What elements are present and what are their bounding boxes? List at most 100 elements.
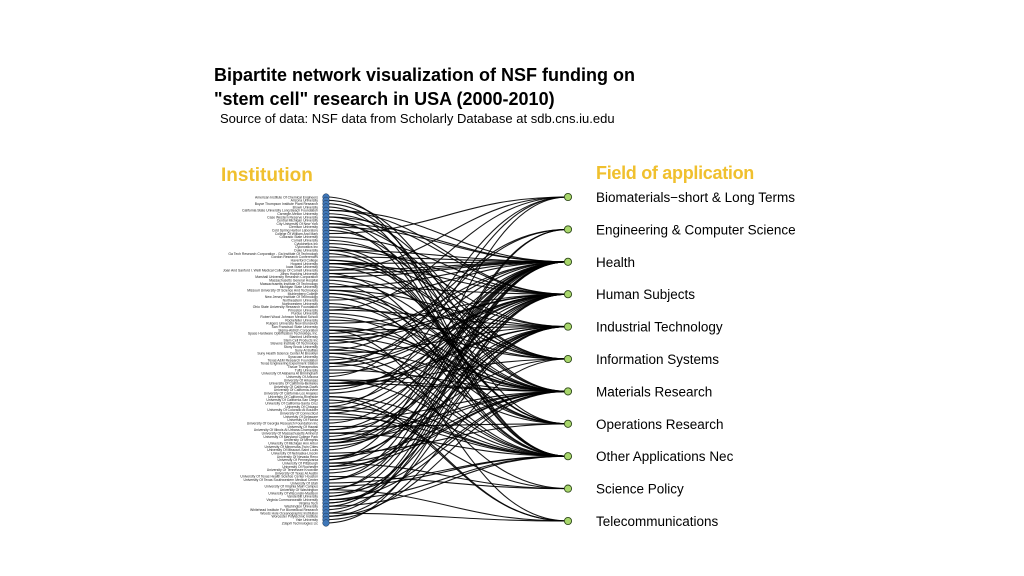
- field-label: Other Applications Nec: [596, 449, 734, 464]
- edge: [325, 223, 569, 360]
- institution-label: Duke University: [294, 249, 318, 253]
- institution-label: Robert Wood Johnson Medical School: [260, 315, 318, 319]
- institution-label: Suny At Buffalo: [295, 348, 318, 352]
- edge: [325, 196, 569, 311]
- institution-node: [322, 519, 330, 527]
- edge: [325, 196, 569, 408]
- institution-label: University Of Minnesota-Twin Cities: [264, 445, 318, 449]
- edge: [325, 228, 569, 491]
- field-node: [563, 452, 573, 461]
- institution-label: University Of Texas At Austin: [275, 471, 318, 475]
- institution-label: Howard University: [290, 262, 318, 266]
- title-line-2: "stem cell" research in USA (2000-2010): [214, 89, 555, 109]
- edge: [325, 196, 569, 378]
- chart-title: Bipartite network visualization of NSF f…: [214, 63, 734, 111]
- institution-label: Stevens Institute Of Technology: [270, 342, 318, 346]
- institution-label: New Jersey Institute Of Technology: [265, 295, 318, 299]
- field-label: Information Systems: [596, 352, 719, 367]
- institution-label: Rockefeller University: [285, 318, 318, 322]
- edge: [325, 455, 569, 507]
- institution-label: Vanderbilt University: [287, 495, 318, 499]
- edge: [325, 390, 569, 517]
- institution-label: Whitehead Institute For Biomedical Resea…: [250, 508, 318, 512]
- institution-label: Boyce Thompson Institute Plant Research: [255, 202, 318, 206]
- edge: [325, 293, 569, 394]
- edge: [325, 390, 569, 421]
- field-column-header: Field of application: [596, 163, 755, 183]
- institution-label: Central Michigan University: [277, 219, 319, 223]
- institution-label: University Of California-Los Angeles: [264, 392, 319, 396]
- institution-label: University Of California-Irvine: [274, 388, 318, 392]
- edge: [325, 293, 569, 341]
- institution-label: University Of Michigan Ann Arbor: [268, 441, 319, 445]
- edge: [325, 243, 569, 328]
- edge: [325, 261, 569, 467]
- institution-label: Syracuse University: [288, 355, 318, 359]
- institution-label: University Of California-Berkeley: [269, 382, 318, 386]
- edge: [325, 239, 569, 360]
- institution-label: University Of Utah: [290, 481, 318, 485]
- institution-label: University Of Hawaii: [287, 425, 318, 429]
- edge: [325, 326, 569, 474]
- field-label: Human Subjects: [596, 287, 695, 302]
- institution-label: Massachusetts Institute Of Technology: [260, 282, 318, 286]
- institution-label: University Of Pittsburgh: [282, 461, 318, 465]
- institution-label: San Francisco State University: [272, 325, 319, 329]
- edge: [325, 196, 569, 235]
- institution-label: University Of Illinois At Urbana-Champai…: [254, 428, 318, 432]
- institution-label: University Of California-San Diego: [266, 398, 318, 402]
- edge: [325, 455, 569, 501]
- edge: [325, 352, 569, 457]
- field-node: [563, 290, 573, 299]
- institution-label: Washington University: [284, 505, 318, 509]
- institution-label: Stanford University: [289, 335, 318, 339]
- institution-label: University Of Nevada Reno: [277, 455, 318, 459]
- institution-label: University Of Maryland College Park: [263, 435, 318, 439]
- institution-label: City University Of New York: [277, 222, 319, 226]
- institution-label: Missouri University Of Science And Techn…: [247, 288, 318, 292]
- field-label: Engineering & Computer Science: [596, 222, 796, 237]
- institution-label: Zdapril Technologies Llc: [282, 521, 319, 525]
- edge: [325, 399, 569, 522]
- institution-label: University Of California-Riverside: [268, 395, 318, 399]
- institution-label: University Of California-Davis: [274, 385, 319, 389]
- edge: [325, 293, 569, 324]
- edge: [325, 432, 569, 457]
- institution-label: Yale University: [296, 518, 319, 522]
- institution-column-header: Institution: [221, 165, 313, 186]
- institution-label: Cold Spring Harbor Laboratory: [272, 229, 318, 233]
- institution-label: Northeastern University: [283, 298, 319, 302]
- field-label: Industrial Technology: [596, 320, 723, 335]
- field-node: [563, 192, 573, 202]
- edge: [325, 293, 569, 461]
- field-label: Materials Research: [596, 384, 712, 399]
- edge: [325, 249, 569, 295]
- field-node: [563, 225, 573, 234]
- edge: [325, 293, 569, 524]
- institution-label: University Of Connecticut: [280, 412, 318, 416]
- institution-label: Northwestern University: [282, 302, 318, 306]
- institution-label: University Of Florida: [287, 418, 318, 422]
- institution-label: Arizona University: [291, 199, 319, 203]
- edge-layer: [325, 196, 569, 524]
- field-label: Health: [596, 255, 635, 270]
- institution-label: University Of Washington: [280, 488, 318, 492]
- institution-label: Ohio State University Research Foundatio…: [253, 305, 318, 309]
- institution-label: University Of Memphis: [284, 438, 318, 442]
- edge: [325, 226, 569, 263]
- institution-label: Sigma-Aldrich Corporation: [278, 328, 318, 332]
- field-labels: Biomaterials−short & Long Terms Engineeri…: [596, 190, 796, 529]
- institution-label: University Of Massachusetts Amherst: [262, 431, 318, 435]
- field-label: Science Policy: [596, 482, 684, 497]
- field-node: [563, 257, 573, 266]
- field-node: [563, 322, 573, 331]
- institution-label: University Of Wisconsin-Madison: [268, 491, 318, 495]
- edge: [325, 228, 569, 364]
- field-node: [563, 484, 573, 493]
- institution-label: Virginia Tech: [299, 501, 318, 505]
- institution-label: University Of Texas Health Science Cente…: [240, 475, 318, 479]
- field-node: [563, 354, 573, 364]
- institution-label: Ga Tech Research Corporation - Ga Instit…: [228, 252, 318, 256]
- institution-label: University Of Arizona: [286, 375, 318, 379]
